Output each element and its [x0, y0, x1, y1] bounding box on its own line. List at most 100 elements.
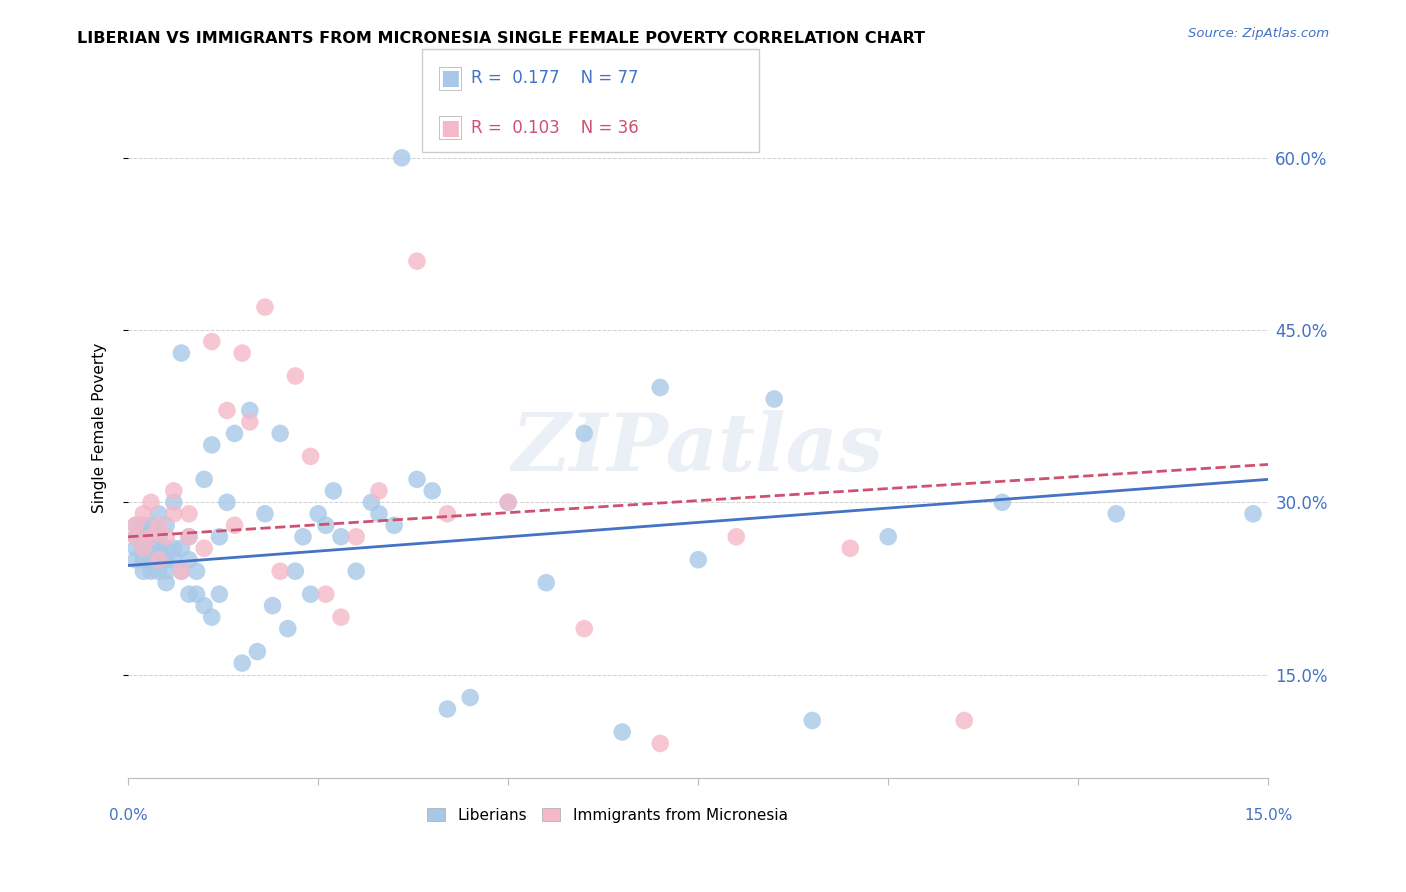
- Point: [688, 553, 710, 567]
- Point: [496, 495, 519, 509]
- Point: [193, 541, 215, 556]
- Point: [1241, 507, 1264, 521]
- Point: [201, 438, 224, 452]
- Point: [132, 507, 155, 521]
- Point: [246, 645, 269, 659]
- Point: [322, 483, 344, 498]
- Text: LIBERIAN VS IMMIGRANTS FROM MICRONESIA SINGLE FEMALE POVERTY CORRELATION CHART: LIBERIAN VS IMMIGRANTS FROM MICRONESIA S…: [77, 31, 925, 46]
- Text: Source: ZipAtlas.com: Source: ZipAtlas.com: [1188, 27, 1329, 40]
- Point: [132, 553, 155, 567]
- Text: R =  0.177    N = 77: R = 0.177 N = 77: [471, 70, 638, 87]
- Point: [163, 541, 186, 556]
- Point: [725, 530, 748, 544]
- Point: [239, 403, 262, 417]
- Point: [139, 495, 162, 509]
- Point: [177, 507, 200, 521]
- Point: [239, 415, 262, 429]
- Point: [170, 564, 193, 578]
- Point: [201, 334, 224, 349]
- Point: [148, 518, 170, 533]
- Point: [534, 575, 557, 590]
- Point: [132, 564, 155, 578]
- Point: [155, 541, 177, 556]
- Point: [139, 518, 162, 533]
- Point: [574, 426, 596, 441]
- Point: [650, 380, 672, 394]
- Point: [125, 518, 148, 533]
- Point: [125, 530, 148, 544]
- Point: [170, 541, 193, 556]
- Point: [163, 495, 186, 509]
- Point: [186, 564, 208, 578]
- Point: [224, 426, 246, 441]
- Point: [406, 254, 429, 268]
- Point: [139, 530, 162, 544]
- Point: [291, 530, 314, 544]
- Text: R =  0.103    N = 36: R = 0.103 N = 36: [471, 119, 638, 136]
- Point: [269, 426, 291, 441]
- Point: [330, 610, 353, 624]
- Point: [177, 530, 200, 544]
- Point: [125, 553, 148, 567]
- Point: [315, 587, 337, 601]
- Point: [877, 530, 900, 544]
- Point: [307, 507, 329, 521]
- Text: ■: ■: [440, 69, 460, 88]
- Point: [163, 507, 186, 521]
- Text: ZIPatlas: ZIPatlas: [512, 410, 884, 487]
- Point: [253, 300, 276, 314]
- Point: [125, 518, 148, 533]
- Point: [368, 507, 391, 521]
- Point: [391, 151, 413, 165]
- Text: 0.0%: 0.0%: [108, 808, 148, 823]
- Text: ■: ■: [440, 118, 460, 137]
- Point: [299, 587, 322, 601]
- Point: [132, 541, 155, 556]
- Point: [315, 518, 337, 533]
- Point: [284, 564, 307, 578]
- Point: [991, 495, 1014, 509]
- Point: [368, 483, 391, 498]
- Point: [186, 587, 208, 601]
- Point: [132, 541, 155, 556]
- Point: [839, 541, 862, 556]
- Point: [344, 564, 367, 578]
- Point: [155, 575, 177, 590]
- Point: [650, 736, 672, 750]
- Point: [436, 702, 458, 716]
- Legend: Liberians, Immigrants from Micronesia: Liberians, Immigrants from Micronesia: [426, 808, 787, 822]
- Point: [953, 714, 976, 728]
- Point: [139, 553, 162, 567]
- Point: [262, 599, 284, 613]
- Point: [139, 541, 162, 556]
- Point: [208, 587, 231, 601]
- Point: [193, 472, 215, 486]
- Point: [163, 553, 186, 567]
- Point: [330, 530, 353, 544]
- Point: [148, 564, 170, 578]
- Point: [132, 530, 155, 544]
- Point: [420, 483, 443, 498]
- Point: [208, 530, 231, 544]
- Point: [155, 553, 177, 567]
- Point: [148, 507, 170, 521]
- Y-axis label: Single Female Poverty: Single Female Poverty: [93, 343, 107, 513]
- Point: [231, 346, 253, 360]
- Point: [148, 530, 170, 544]
- Point: [201, 610, 224, 624]
- Point: [177, 553, 200, 567]
- Point: [253, 507, 276, 521]
- Point: [763, 392, 786, 406]
- Point: [277, 622, 299, 636]
- Point: [148, 541, 170, 556]
- Point: [574, 622, 596, 636]
- Text: 15.0%: 15.0%: [1244, 808, 1292, 823]
- Point: [231, 656, 253, 670]
- Point: [139, 564, 162, 578]
- Point: [224, 518, 246, 533]
- Point: [148, 553, 170, 567]
- Point: [612, 725, 634, 739]
- Point: [155, 518, 177, 533]
- Point: [170, 564, 193, 578]
- Point: [458, 690, 481, 705]
